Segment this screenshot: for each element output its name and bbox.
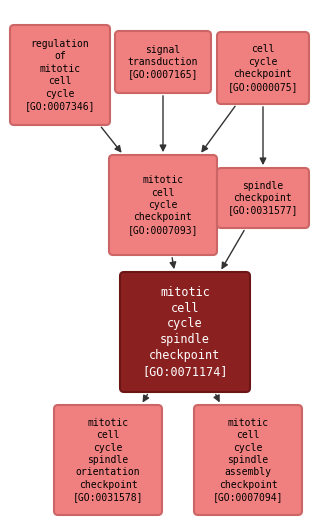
FancyBboxPatch shape <box>194 405 302 515</box>
Text: mitotic
cell
cycle
checkpoint
[GO:0007093]: mitotic cell cycle checkpoint [GO:000709… <box>128 175 198 235</box>
Text: mitotic
cell
cycle
spindle
checkpoint
[GO:0071174]: mitotic cell cycle spindle checkpoint [G… <box>142 286 228 378</box>
FancyBboxPatch shape <box>120 272 250 392</box>
FancyBboxPatch shape <box>217 168 309 228</box>
FancyBboxPatch shape <box>10 25 110 125</box>
Text: regulation
of
mitotic
cell
cycle
[GO:0007346]: regulation of mitotic cell cycle [GO:000… <box>25 39 95 111</box>
Text: mitotic
cell
cycle
spindle
orientation
checkpoint
[GO:0031578]: mitotic cell cycle spindle orientation c… <box>73 418 143 502</box>
FancyBboxPatch shape <box>109 155 217 255</box>
Text: cell
cycle
checkpoint
[GO:0000075]: cell cycle checkpoint [GO:0000075] <box>228 45 298 92</box>
Text: mitotic
cell
cycle
spindle
assembly
checkpoint
[GO:0007094]: mitotic cell cycle spindle assembly chec… <box>213 418 283 502</box>
Text: signal
transduction
[GO:0007165]: signal transduction [GO:0007165] <box>128 45 198 80</box>
FancyBboxPatch shape <box>115 31 211 93</box>
Text: spindle
checkpoint
[GO:0031577]: spindle checkpoint [GO:0031577] <box>228 181 298 215</box>
FancyBboxPatch shape <box>217 32 309 104</box>
FancyBboxPatch shape <box>54 405 162 515</box>
